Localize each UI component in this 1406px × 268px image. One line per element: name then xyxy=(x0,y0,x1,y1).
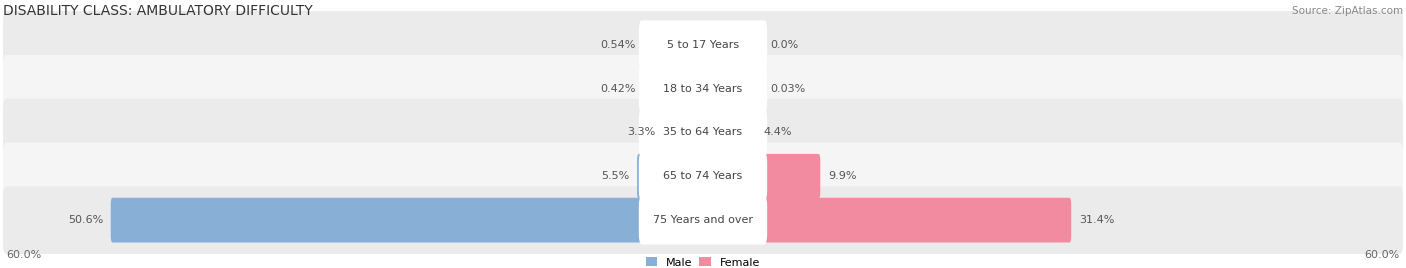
Text: 0.42%: 0.42% xyxy=(600,84,636,94)
Text: 0.0%: 0.0% xyxy=(770,40,799,50)
FancyBboxPatch shape xyxy=(111,198,704,243)
FancyBboxPatch shape xyxy=(638,108,768,157)
Text: 31.4%: 31.4% xyxy=(1078,215,1114,225)
Text: 9.9%: 9.9% xyxy=(828,171,856,181)
Text: Source: ZipAtlas.com: Source: ZipAtlas.com xyxy=(1292,6,1403,16)
FancyBboxPatch shape xyxy=(637,154,704,199)
Text: 5 to 17 Years: 5 to 17 Years xyxy=(666,40,740,50)
FancyBboxPatch shape xyxy=(695,23,704,67)
FancyBboxPatch shape xyxy=(702,110,756,155)
FancyBboxPatch shape xyxy=(702,66,704,111)
FancyBboxPatch shape xyxy=(696,66,704,111)
FancyBboxPatch shape xyxy=(3,11,1403,79)
FancyBboxPatch shape xyxy=(638,196,768,244)
FancyBboxPatch shape xyxy=(3,55,1403,122)
Legend: Male, Female: Male, Female xyxy=(647,257,759,268)
Text: 0.54%: 0.54% xyxy=(600,40,636,50)
Text: 60.0%: 60.0% xyxy=(1364,250,1400,260)
Text: 50.6%: 50.6% xyxy=(67,215,103,225)
FancyBboxPatch shape xyxy=(638,152,768,201)
FancyBboxPatch shape xyxy=(3,143,1403,210)
Text: DISABILITY CLASS: AMBULATORY DIFFICULTY: DISABILITY CLASS: AMBULATORY DIFFICULTY xyxy=(3,3,312,18)
FancyBboxPatch shape xyxy=(638,64,768,113)
Text: 60.0%: 60.0% xyxy=(6,250,42,260)
Text: 65 to 74 Years: 65 to 74 Years xyxy=(664,171,742,181)
Text: 4.4%: 4.4% xyxy=(763,128,792,137)
Text: 0.03%: 0.03% xyxy=(770,84,806,94)
Text: 35 to 64 Years: 35 to 64 Years xyxy=(664,128,742,137)
FancyBboxPatch shape xyxy=(3,99,1403,166)
Text: 18 to 34 Years: 18 to 34 Years xyxy=(664,84,742,94)
Text: 3.3%: 3.3% xyxy=(627,128,655,137)
Text: 5.5%: 5.5% xyxy=(602,171,630,181)
Text: 75 Years and over: 75 Years and over xyxy=(652,215,754,225)
FancyBboxPatch shape xyxy=(702,198,1071,243)
FancyBboxPatch shape xyxy=(3,186,1403,254)
FancyBboxPatch shape xyxy=(702,154,820,199)
FancyBboxPatch shape xyxy=(662,110,704,155)
FancyBboxPatch shape xyxy=(638,20,768,69)
